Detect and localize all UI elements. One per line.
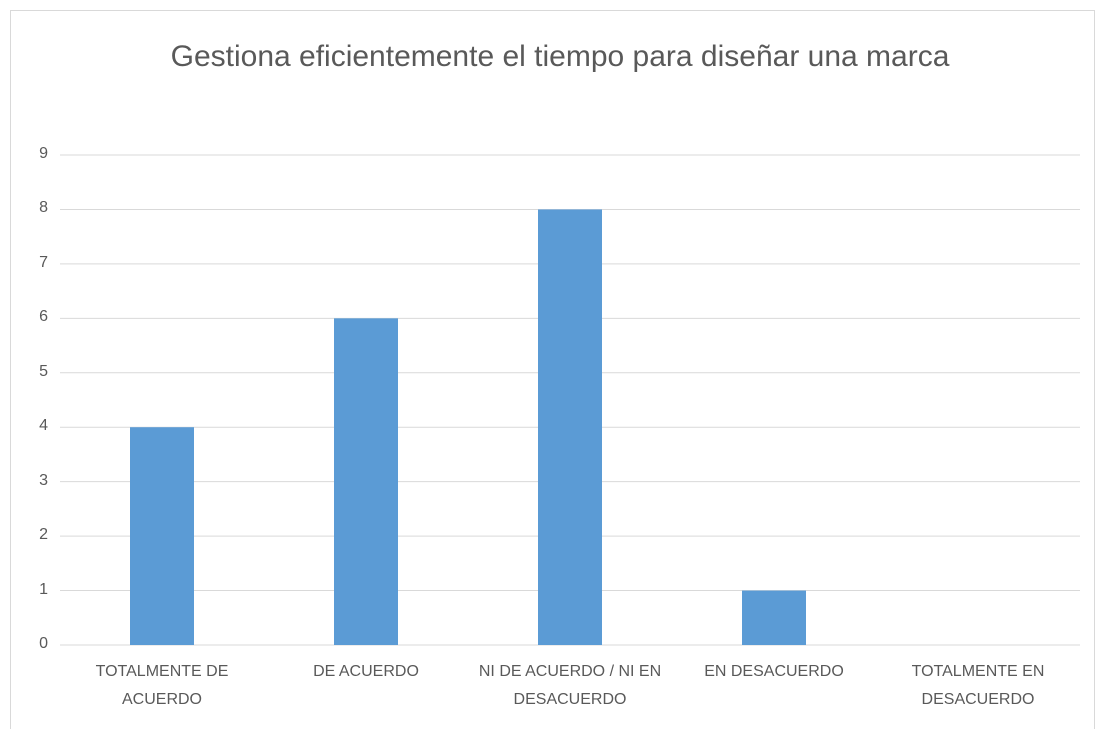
x-tick-label: EN DESACUERDO — [704, 663, 844, 680]
x-tick-label: TOTALMENTE EN DESACUERDO — [911, 663, 1045, 708]
y-tick-label: 0 — [39, 635, 48, 652]
y-tick-label: 4 — [39, 417, 48, 435]
y-tick-label: 2 — [39, 526, 48, 544]
bar — [130, 427, 194, 645]
y-tick-label: 5 — [39, 362, 48, 380]
x-tick-label: TOTALMENTE DE ACUERDO — [95, 663, 229, 708]
y-tick-label: 7 — [39, 253, 48, 271]
bar — [742, 590, 806, 645]
chart-title: Gestiona eficientemente el tiempo para d… — [170, 40, 950, 73]
bar — [334, 318, 398, 645]
y-tick-label: 8 — [39, 199, 48, 217]
y-tick-label: 1 — [39, 580, 48, 598]
x-tick-label: NI DE ACUERDO / NI EN DESACUERDO — [478, 663, 662, 708]
y-tick-label: 3 — [39, 471, 48, 489]
y-tick-label: 9 — [39, 145, 48, 162]
y-tick-label: 6 — [39, 308, 48, 326]
x-tick-label: DE ACUERDO — [313, 663, 419, 680]
chart-frame — [10, 10, 1095, 729]
bar — [538, 209, 602, 645]
